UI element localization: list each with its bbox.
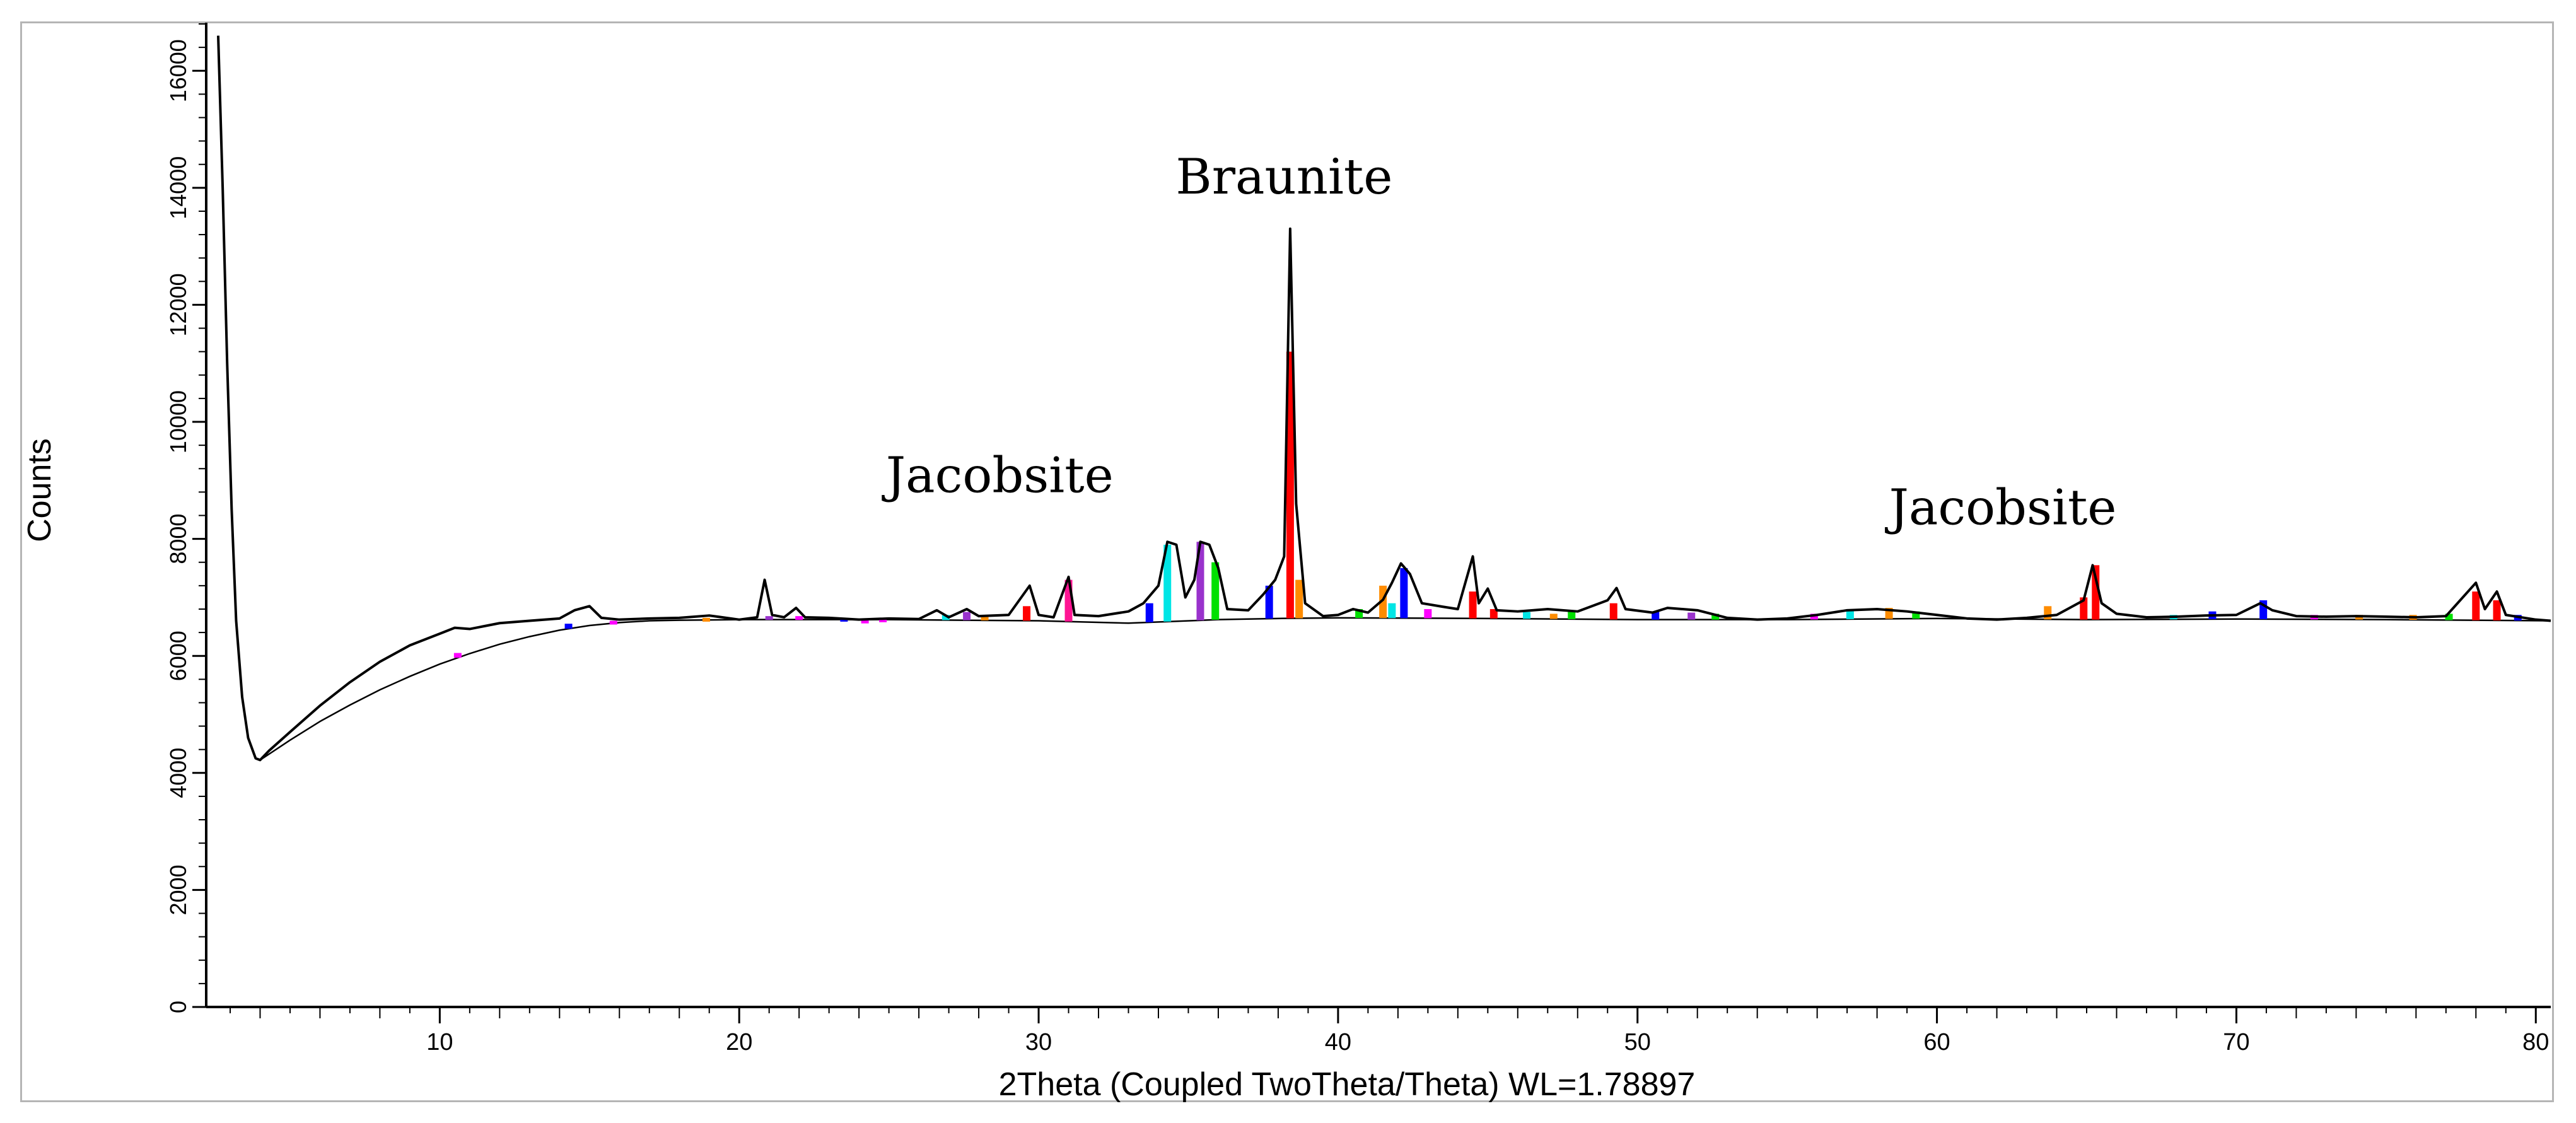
phase-stick <box>1846 608 1854 619</box>
phase-stick <box>861 619 869 624</box>
phase-stick <box>1023 606 1031 621</box>
background-curve-layer <box>259 617 2551 761</box>
x-axis-label: 2Theta (Coupled TwoTheta/Theta) WL=1.788… <box>999 1066 1696 1103</box>
phase-stick <box>1286 351 1294 619</box>
x-tick-label: 80 <box>2522 1029 2549 1056</box>
y-tick-label: 8000 <box>165 514 191 564</box>
phase-stick <box>1489 608 1498 619</box>
phase-stick <box>1568 611 1576 619</box>
phase-stick <box>1810 614 1818 620</box>
phase-stick <box>1388 603 1396 619</box>
phase-stick <box>1400 568 1408 619</box>
phase-stick <box>765 616 773 620</box>
y-tick-label: 0 <box>165 1001 191 1013</box>
phase-stick <box>879 618 887 622</box>
phase-stick <box>1295 579 1303 619</box>
y-tick-label: 14000 <box>165 156 191 219</box>
phase-stick <box>2092 565 2100 620</box>
y-tick-label: 4000 <box>165 748 191 798</box>
y-tick-label: 10000 <box>165 390 191 453</box>
phase-stick <box>1912 611 1920 619</box>
y-tick-label: 16000 <box>165 39 191 102</box>
background-curve <box>259 617 2551 761</box>
chart-frame <box>20 21 2554 1102</box>
phase-stick <box>1265 585 1273 619</box>
y-axis-label: Counts <box>21 438 58 542</box>
phase-stick <box>1145 603 1153 622</box>
phase-stick <box>1163 544 1172 622</box>
phase-stick <box>2080 597 2088 620</box>
x-tick-label: 70 <box>2223 1029 2249 1056</box>
y-tick-label: 2000 <box>165 864 191 915</box>
phase-stick <box>963 612 971 620</box>
annotations-layer: Braunite Jacobsite Jacobsite <box>882 149 2117 536</box>
phase-stick <box>453 653 462 658</box>
phase-stick <box>1469 591 1477 619</box>
phase-stick <box>702 617 710 622</box>
x-tick-label: 30 <box>1025 1029 1052 1056</box>
phase-stick <box>564 624 573 629</box>
x-tick-label: 60 <box>1923 1029 1950 1056</box>
phase-stick <box>1211 562 1220 620</box>
phase-annotation: Jacobsite <box>882 447 1114 504</box>
pattern-layer <box>216 35 2551 762</box>
phase-stick <box>1549 614 1558 619</box>
phase-stick <box>795 616 803 620</box>
x-tick-label: 20 <box>726 1029 752 1056</box>
phase-stick <box>1609 603 1617 620</box>
phase-annotation: Jacobsite <box>1885 479 2117 536</box>
x-tick-label: 50 <box>1624 1029 1651 1056</box>
phase-sticks-layer <box>453 351 2522 658</box>
axes-layer: 0 2000 4000 6000 8000 10000 12000 14000 16000 10 2… <box>165 23 2551 1056</box>
phase-stick <box>1424 608 1432 619</box>
phase-stick <box>941 615 950 620</box>
phase-stick <box>2445 614 2453 620</box>
phase-stick <box>981 615 989 620</box>
pattern-line <box>216 35 2551 762</box>
phase-stick <box>2472 591 2480 620</box>
phase-stick <box>1523 612 1531 619</box>
y-tick-label: 6000 <box>165 631 191 681</box>
phase-stick <box>1687 612 1696 620</box>
phase-stick <box>2044 606 2052 620</box>
phase-annotation: Braunite <box>1175 149 1392 206</box>
phase-stick <box>2493 600 2501 620</box>
phase-stick <box>1711 614 1720 620</box>
y-tick-label: 12000 <box>165 273 191 336</box>
x-tick-label: 40 <box>1325 1029 1351 1056</box>
phase-stick <box>609 620 617 625</box>
x-tick-label: 10 <box>426 1029 453 1056</box>
